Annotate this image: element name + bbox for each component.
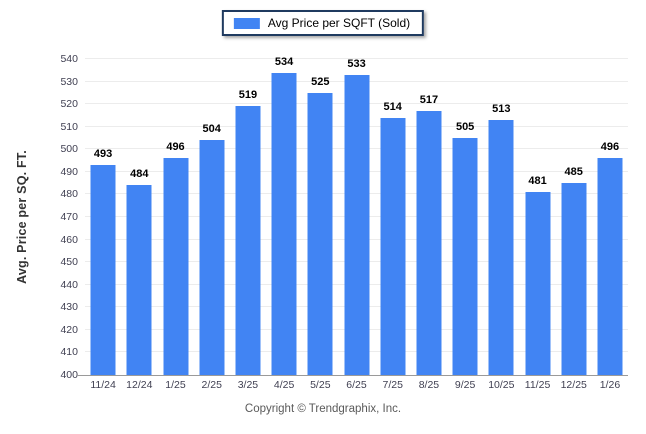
x-tick-label: 11/24 — [90, 379, 116, 391]
bar — [380, 117, 406, 375]
x-tick-label: 6/25 — [346, 379, 367, 391]
y-tick-label: 470 — [60, 211, 78, 223]
bar-cell: 481 — [519, 59, 555, 375]
y-tick-label: 460 — [60, 233, 78, 246]
bar-cell: 484 — [121, 59, 157, 375]
bar-cell: 517 — [411, 59, 447, 375]
bar-value-label: 485 — [564, 166, 583, 179]
y-axis-ticks: 400 410 420 430 440 450 460 470 480 490 500 510 520 5… — [0, 53, 78, 381]
y-tick-label: 420 — [60, 323, 78, 336]
bar-value-label: 493 — [93, 148, 113, 161]
x-tick-label: 12/25 — [560, 379, 587, 391]
bar-value-label: 504 — [202, 123, 221, 136]
legend-swatch — [233, 17, 260, 29]
bar — [525, 192, 551, 375]
gridline — [85, 58, 628, 59]
bar-cell: 485 — [556, 59, 592, 375]
bar-value-label: 514 — [383, 100, 402, 113]
y-tick-label: 490 — [60, 165, 78, 178]
y-tick-label: 410 — [60, 346, 78, 359]
y-tick-label: 440 — [60, 278, 78, 291]
bar-cell: 505 — [447, 59, 483, 375]
bar-cell: 534 — [266, 55, 302, 375]
legend: Avg Price per SQFT (Sold) — [221, 10, 425, 36]
bar-cell: 493 — [85, 59, 121, 375]
bar-cell: 496 — [157, 59, 193, 375]
x-tick-label: 12/24 — [126, 379, 153, 391]
y-tick-label: 520 — [60, 98, 78, 111]
bar — [452, 138, 478, 375]
bar-value-label: 496 — [166, 141, 185, 154]
x-axis-ticks: 11/24 12/24 1/25 2/25 3/25 4/25 5/25 6/25 7/25 8/… — [85, 379, 628, 391]
x-tick-label: 3/25 — [237, 379, 259, 391]
y-tick-label: 480 — [60, 188, 78, 201]
x-tick-label: 4/25 — [273, 379, 295, 391]
y-tick-label: 450 — [60, 256, 78, 269]
bar-cell: 533 — [338, 57, 374, 375]
bar — [126, 185, 152, 375]
bar — [271, 72, 297, 375]
x-tick-label: 10/25 — [488, 379, 515, 391]
bar — [561, 183, 587, 375]
y-tick-label: 400 — [60, 369, 78, 381]
bars-layer: 493 484 496 504 519 534 525 533 514 517 505 513 481 4… — [85, 55, 628, 375]
bar-value-label: 496 — [600, 141, 620, 154]
bar — [307, 92, 333, 375]
x-tick-label: 7/25 — [382, 379, 403, 391]
x-tick-label: 9/25 — [454, 379, 476, 391]
bar-value-label: 525 — [311, 75, 330, 88]
copyright-text: Copyright © Trendgraphix, Inc. — [244, 403, 402, 415]
bar-value-label: 517 — [419, 93, 439, 106]
bar-value-label: 533 — [347, 57, 366, 70]
bar — [597, 158, 623, 375]
bar — [344, 74, 370, 375]
bar-value-label: 481 — [528, 175, 547, 188]
bar-value-label: 519 — [238, 89, 258, 102]
x-tick-label: 11/25 — [524, 379, 551, 391]
bar — [90, 165, 116, 375]
bar-cell: 513 — [483, 59, 519, 375]
legend-label: Avg Price per SQFT (Sold) — [267, 16, 411, 30]
bar — [163, 158, 188, 375]
bar-cell: 504 — [194, 59, 230, 375]
bar — [199, 140, 225, 375]
bar-cell: 514 — [375, 59, 411, 375]
y-tick-label: 500 — [60, 143, 78, 156]
x-tick-label: 1/25 — [165, 379, 186, 391]
bar — [235, 106, 261, 375]
x-tick-label: 1/26 — [599, 379, 621, 391]
bar — [488, 119, 514, 375]
x-axis-line — [77, 375, 628, 376]
bar-value-label: 484 — [130, 168, 149, 181]
plot-area: 493 484 496 504 519 534 525 533 514 517 505 513 481 4… — [77, 55, 628, 376]
y-tick-label: 540 — [60, 53, 78, 65]
x-tick-label: 2/25 — [201, 379, 222, 391]
bar-value-label: 513 — [492, 102, 511, 115]
y-tick-label: 430 — [60, 301, 78, 314]
bar-value-label: 505 — [455, 121, 475, 133]
x-tick-label: 5/25 — [310, 379, 331, 391]
y-tick-label: 530 — [60, 75, 78, 88]
x-tick-label: 8/25 — [418, 379, 440, 391]
y-tick-label: 510 — [60, 120, 78, 133]
bar-cell: 496 — [592, 59, 628, 375]
bar-cell: 519 — [230, 59, 266, 375]
bar-value-label: 534 — [274, 55, 294, 68]
bar-cell: 525 — [302, 59, 338, 375]
bar — [416, 110, 442, 375]
